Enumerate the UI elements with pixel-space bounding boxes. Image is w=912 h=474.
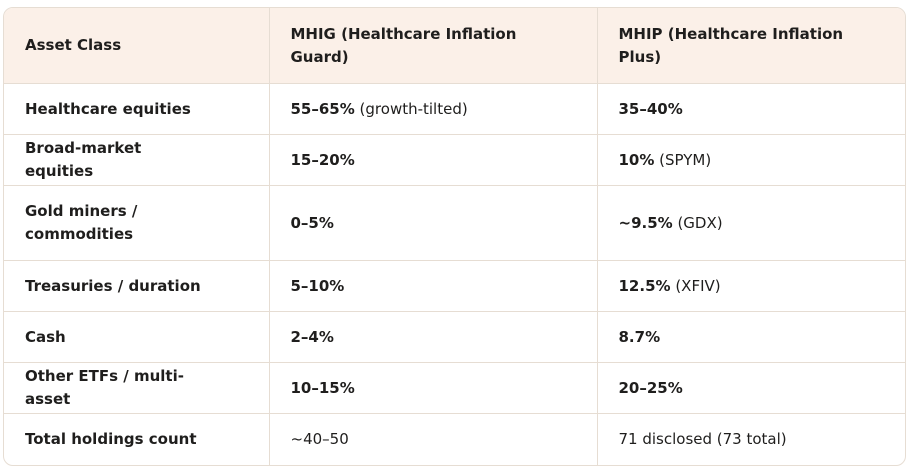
header-asset-class: Asset Class xyxy=(4,8,269,84)
header-mhig: MHIG (Healthcare Inflation Guard) xyxy=(268,8,597,84)
mhip-note: 71 disclosed (73 total) xyxy=(618,429,787,448)
mhip-cell: 35–40% xyxy=(596,83,905,135)
mhig-value: 10–15% xyxy=(290,378,355,397)
mhig-note: (growth-tilted) xyxy=(354,99,468,118)
mhip-value: 8.7% xyxy=(618,327,661,346)
mhip-value: 10% xyxy=(618,150,655,169)
mhip-note: (XFIV) xyxy=(670,276,721,295)
table-row: Gold miners / commodities 0–5% ~9.5% (GD… xyxy=(4,185,905,261)
header-mhip: MHIP (Healthcare Inflation Plus) xyxy=(596,8,905,84)
mhig-value: 2–4% xyxy=(290,327,334,346)
mhip-note: (SPYM) xyxy=(654,150,712,169)
comparison-table-container: Asset Class MHIG (Healthcare Inflation G… xyxy=(3,7,906,466)
mhig-cell: 2–4% xyxy=(268,311,597,363)
row-label: Total holdings count xyxy=(4,413,269,465)
mhip-cell: 12.5% (XFIV) xyxy=(596,260,905,312)
table-row: Broad-market equities 15–20% 10% (SPYM) xyxy=(4,134,905,186)
mhig-value: 55–65% xyxy=(290,99,355,118)
table-row: Treasuries / duration 5–10% 12.5% (XFIV) xyxy=(4,260,905,312)
row-label: Broad-market equities xyxy=(4,134,269,186)
table-row: Healthcare equities 55–65% (growth-tilte… xyxy=(4,83,905,135)
mhig-note: ~40–50 xyxy=(290,429,349,448)
table-row: Other ETFs / multi-asset 10–15% 20–25% xyxy=(4,362,905,414)
mhip-value: ~9.5% xyxy=(618,213,673,232)
mhip-note: (GDX) xyxy=(672,213,723,232)
row-label: Cash xyxy=(4,311,269,363)
row-label: Gold miners / commodities xyxy=(4,185,269,261)
row-label: Treasuries / duration xyxy=(4,260,269,312)
row-label: Healthcare equities xyxy=(4,83,269,135)
mhip-cell: 10% (SPYM) xyxy=(596,134,905,186)
table-row: Cash 2–4% 8.7% xyxy=(4,311,905,363)
mhip-cell: 20–25% xyxy=(596,362,905,414)
mhig-value: 5–10% xyxy=(290,276,345,295)
mhip-value: 12.5% xyxy=(618,276,671,295)
mhig-cell: 15–20% xyxy=(268,134,597,186)
mhip-value: 20–25% xyxy=(618,378,683,397)
table-header-row: Asset Class MHIG (Healthcare Inflation G… xyxy=(4,8,905,84)
mhig-cell: 0–5% xyxy=(268,185,597,261)
mhig-cell: 10–15% xyxy=(268,362,597,414)
mhig-value: 15–20% xyxy=(290,150,355,169)
row-label: Other ETFs / multi-asset xyxy=(4,362,269,414)
allocation-comparison-table: Asset Class MHIG (Healthcare Inflation G… xyxy=(4,8,905,465)
mhip-cell: 8.7% xyxy=(596,311,905,363)
mhip-value: 35–40% xyxy=(618,99,683,118)
table-row: Total holdings count ~40–50 71 disclosed… xyxy=(4,413,905,465)
mhig-value: 0–5% xyxy=(290,213,334,232)
mhip-cell: ~9.5% (GDX) xyxy=(596,185,905,261)
mhip-cell: 71 disclosed (73 total) xyxy=(596,413,905,465)
mhig-cell: 5–10% xyxy=(268,260,597,312)
mhig-cell: ~40–50 xyxy=(268,413,597,465)
mhig-cell: 55–65% (growth-tilted) xyxy=(268,83,597,135)
